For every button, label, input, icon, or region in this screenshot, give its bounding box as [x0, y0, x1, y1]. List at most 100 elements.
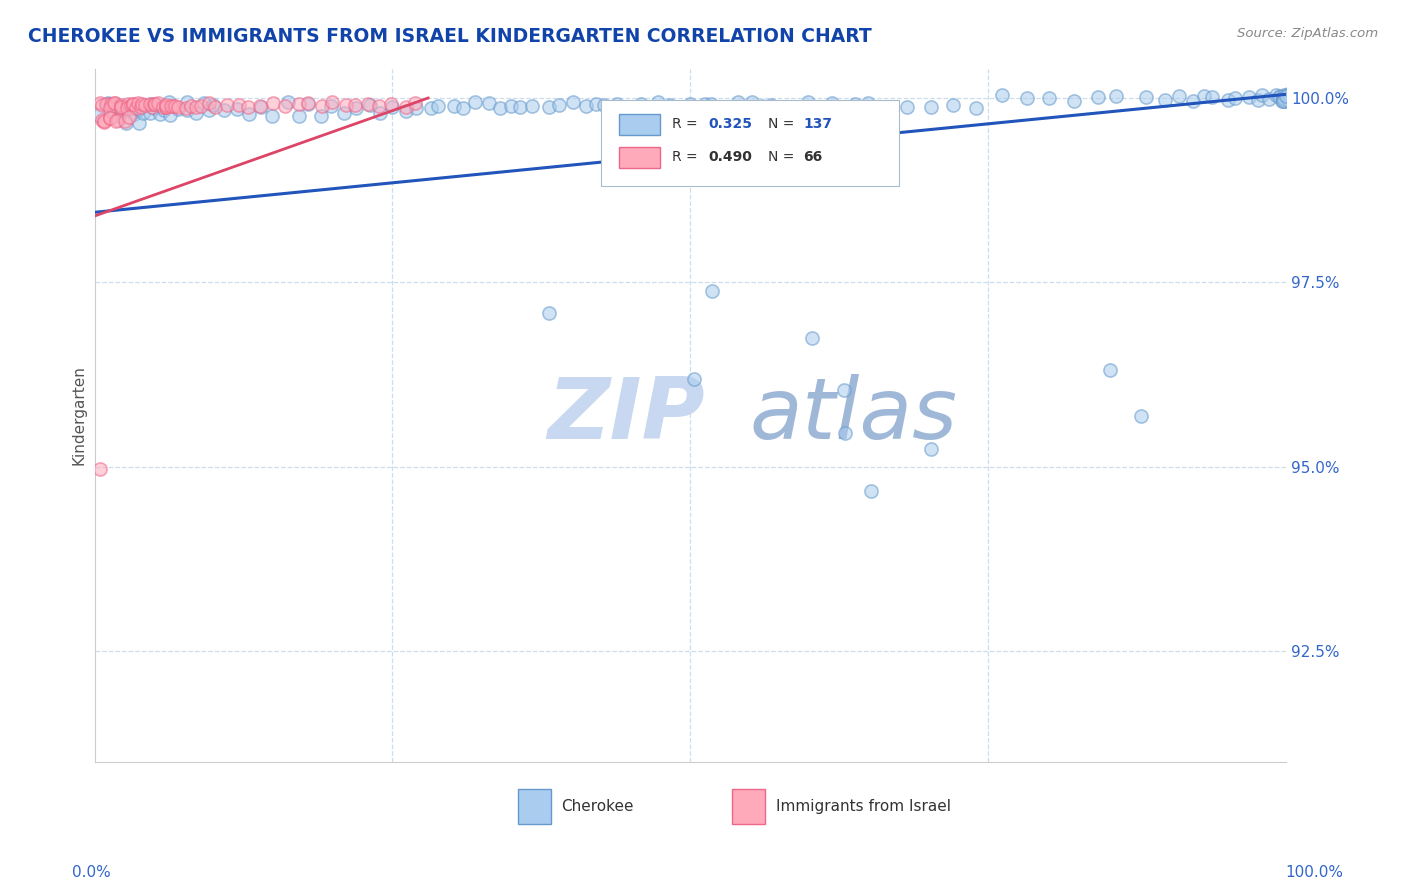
Point [238, 107, 260, 121]
Point [297, 97, 319, 112]
Point [344, 98, 367, 112]
Point [488, 101, 510, 115]
Point [367, 99, 389, 113]
Point [138, 106, 160, 120]
Point [193, 96, 215, 111]
Point [143, 97, 166, 112]
Point [180, 98, 202, 112]
Point [1278, 90, 1301, 104]
Text: 137: 137 [803, 117, 832, 131]
Point [606, 96, 628, 111]
Point [110, 98, 132, 112]
Point [153, 103, 176, 117]
Point [1275, 90, 1298, 104]
Point [122, 97, 145, 112]
Point [141, 100, 163, 114]
Point [1272, 88, 1295, 103]
Text: atlas: atlas [749, 374, 957, 457]
Point [630, 96, 652, 111]
Point [1181, 94, 1204, 108]
Point [1275, 91, 1298, 105]
Point [1105, 88, 1128, 103]
Point [98, 101, 121, 115]
Point [108, 101, 131, 115]
Point [405, 101, 427, 115]
Point [103, 95, 125, 110]
Point [1272, 92, 1295, 106]
Point [287, 97, 309, 112]
Point [100, 97, 122, 112]
Point [1015, 91, 1038, 105]
Text: R =: R = [672, 150, 703, 163]
Point [561, 95, 583, 110]
Point [103, 105, 125, 120]
Text: 0.0%: 0.0% [72, 865, 111, 880]
Point [155, 98, 177, 112]
Point [1277, 87, 1299, 102]
Point [321, 99, 343, 113]
Point [751, 99, 773, 113]
Point [1216, 93, 1239, 107]
Point [669, 100, 692, 114]
Point [186, 100, 208, 114]
Point [107, 113, 129, 128]
Point [277, 95, 299, 110]
Point [834, 426, 856, 441]
Point [86, 108, 108, 122]
Point [98, 112, 121, 126]
Point [105, 114, 128, 128]
Point [453, 101, 475, 115]
Point [658, 97, 681, 112]
Point [858, 96, 880, 111]
Text: 100.0%: 100.0% [1285, 865, 1344, 880]
Point [1135, 90, 1157, 104]
Point [773, 102, 796, 116]
Point [1271, 95, 1294, 109]
Point [120, 98, 142, 112]
Text: N =: N = [768, 150, 799, 163]
Point [159, 108, 181, 122]
Point [1271, 91, 1294, 105]
Point [1167, 89, 1189, 103]
Point [1277, 95, 1299, 109]
Point [117, 101, 139, 115]
Point [97, 97, 120, 112]
Point [896, 100, 918, 114]
Point [464, 95, 486, 110]
Bar [733, 789, 765, 824]
Point [682, 372, 704, 386]
Point [1277, 94, 1299, 108]
Point [1099, 363, 1122, 377]
Point [143, 96, 166, 111]
Point [250, 100, 273, 114]
Point [127, 96, 149, 111]
Point [1272, 92, 1295, 106]
Point [91, 112, 114, 127]
Point [801, 331, 824, 345]
Point [1225, 91, 1247, 105]
Point [129, 100, 152, 114]
Point [1087, 89, 1109, 103]
Point [184, 106, 207, 120]
Point [1272, 95, 1295, 109]
Text: 0.490: 0.490 [709, 150, 752, 163]
Point [1063, 94, 1085, 108]
Point [131, 96, 153, 111]
Point [204, 100, 226, 114]
Point [128, 116, 150, 130]
Point [759, 97, 782, 112]
Point [693, 96, 716, 111]
Point [404, 95, 426, 110]
Text: Cherokee: Cherokee [561, 799, 634, 814]
Point [321, 95, 343, 110]
Point [592, 97, 614, 112]
Point [1275, 88, 1298, 103]
Point [381, 100, 404, 114]
Point [335, 97, 357, 112]
Point [344, 101, 367, 115]
Point [98, 111, 121, 125]
Point [368, 105, 391, 120]
Point [1274, 89, 1296, 103]
Point [537, 100, 560, 114]
Point [311, 99, 333, 113]
